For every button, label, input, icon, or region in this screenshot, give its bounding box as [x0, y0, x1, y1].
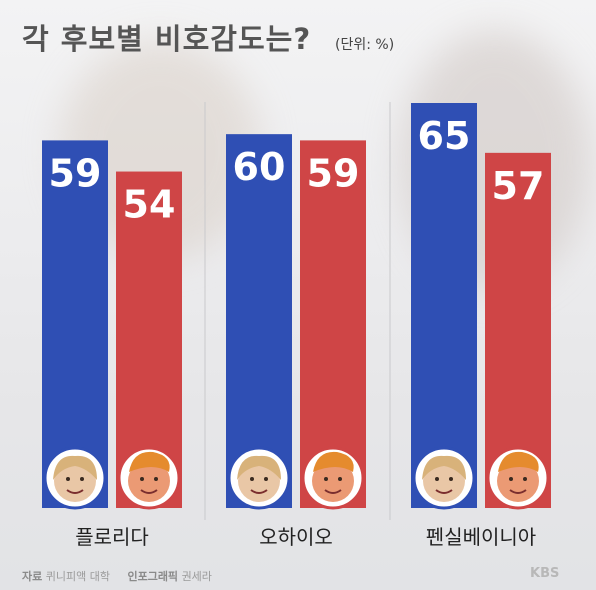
category-label-2: 펜실베이니아 [426, 525, 536, 549]
candidate-eye-2-1-0 [509, 477, 513, 481]
candidate-mouth-1-0 [250, 489, 268, 494]
footer: 자료 퀴니피액 대학 인포그래픽 권세라 [22, 568, 212, 584]
candidate-eye-2-1-1 [523, 477, 527, 481]
graphic-label: 인포그래픽 [127, 570, 179, 583]
bar-value-label-2-1: 57 [492, 164, 545, 208]
candidate-hair-2-1 [498, 451, 539, 472]
bar-value-label-1-1: 59 [307, 151, 360, 195]
candidate-hair-2-0 [422, 455, 466, 480]
candidate-eye-2-0-0 [435, 477, 439, 481]
candidate-eye-1-0-0 [250, 477, 254, 481]
source-label: 자료 [22, 570, 43, 583]
candidate-face-1-1 [312, 460, 354, 502]
candidate-mouth-0-0 [66, 489, 84, 494]
bar-2-0 [411, 103, 477, 508]
candidate-face-2-1 [497, 460, 539, 502]
bar-value-label-0-1: 54 [123, 183, 176, 227]
candidate-eye-0-1-0 [140, 477, 144, 481]
candidate-face-1-0 [238, 460, 280, 502]
category-label-0: 플로리다 [75, 525, 149, 549]
candidate-mouth-0-1 [140, 489, 158, 494]
candidate-mouth-2-1 [509, 489, 527, 494]
candidate-hair-0-0 [53, 455, 97, 480]
bar-value-label-0-0: 59 [49, 151, 102, 195]
bar-value-label-1-0: 60 [233, 145, 286, 189]
candidate-mouth-2-0 [435, 489, 453, 494]
graphic-credit: 권세라 [181, 570, 212, 583]
candidate-eye-0-0-0 [66, 477, 70, 481]
chart-title: 각 후보별 비호감도는? [22, 22, 312, 56]
candidate-eye-0-1-1 [154, 477, 158, 481]
candidate-hair-0-1 [129, 451, 170, 472]
source: 퀴니피액 대학 [45, 570, 110, 583]
candidate-hair-1-0 [237, 455, 281, 480]
candidate-face-2-0 [423, 460, 465, 502]
bar-value-label-2-0: 65 [418, 114, 471, 158]
candidate-eye-2-0-1 [449, 477, 453, 481]
candidate-face-0-0 [54, 460, 96, 502]
candidate-mouth-1-1 [324, 489, 342, 494]
candidate-eye-1-1-0 [324, 477, 328, 481]
category-label-1: 오하이오 [259, 525, 333, 549]
bar-1-0 [226, 134, 292, 508]
candidate-eye-0-0-1 [80, 477, 84, 481]
candidate-eye-1-0-1 [264, 477, 268, 481]
candidate-eye-1-1-1 [338, 477, 342, 481]
candidate-hair-1-1 [313, 451, 354, 472]
candidate-face-0-1 [128, 460, 170, 502]
kbs-logo: KBS [530, 566, 560, 581]
unit-label: (단위: %) [335, 37, 395, 53]
